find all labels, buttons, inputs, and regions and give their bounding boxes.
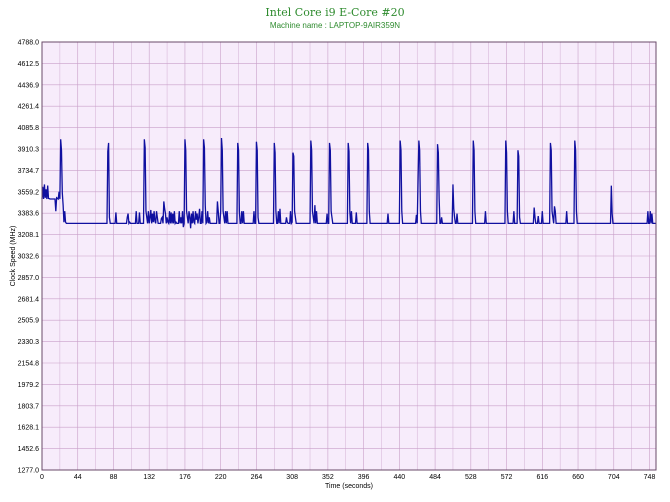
x-tick-label: 704	[608, 474, 620, 481]
x-axis-ticks: 0 44 88 132 176 220 264 308 352 396 440 484 528 572 61…	[40, 474, 655, 481]
x-tick-label: 484	[429, 474, 441, 481]
y-axis-ticks: 1277.0 1452.6 1628.1 1803.7 1979.2 2154.8 2330…	[18, 40, 40, 475]
x-tick-label: 88	[110, 474, 118, 481]
y-tick-label: 1452.6	[18, 446, 40, 453]
x-tick-label: 220	[215, 474, 227, 481]
y-tick-label: 2505.9	[18, 318, 40, 325]
x-tick-label: 308	[286, 474, 298, 481]
y-tick-label: 2681.4	[18, 296, 40, 303]
x-tick-label: 748	[644, 474, 656, 481]
x-tick-label: 616	[536, 474, 548, 481]
y-tick-label: 3032.6	[18, 253, 40, 260]
x-tick-label: 264	[251, 474, 263, 481]
y-tick-label: 4612.5	[18, 61, 40, 68]
y-tick-label: 2330.3	[18, 339, 40, 346]
y-tick-label: 4788.0	[18, 40, 40, 47]
y-tick-label: 1277.0	[18, 468, 40, 475]
y-axis-label: Clock Speed (MHz)	[10, 226, 17, 287]
x-tick-label: 396	[358, 474, 370, 481]
x-axis-label: Time (seconds)	[325, 483, 373, 490]
x-tick-label: 528	[465, 474, 477, 481]
y-tick-label: 3910.3	[18, 146, 40, 153]
plot-border	[41, 41, 657, 471]
series-line	[41, 138, 656, 229]
y-tick-label: 1803.7	[18, 403, 40, 410]
y-tick-label: 1628.1	[18, 425, 40, 432]
y-tick-label: 1979.2	[18, 382, 40, 389]
x-tick-label: 440	[394, 474, 406, 481]
x-tick-label: 352	[322, 474, 334, 481]
x-tick-label: 132	[143, 474, 155, 481]
y-tick-label: 4085.8	[18, 125, 40, 132]
chart-subtitle: Machine name : LAPTOP-9AIR359N	[270, 21, 400, 30]
y-tick-label: 3559.2	[18, 189, 40, 196]
x-tick-label: 572	[501, 474, 513, 481]
chart-title: Intel Core i9 E-Core #20	[265, 6, 404, 19]
x-tick-label: 0	[40, 474, 44, 481]
y-tick-label: 3383.6	[18, 211, 40, 218]
grid-lines	[41, 41, 656, 471]
y-tick-label: 3734.7	[18, 168, 40, 175]
x-tick-label: 44	[74, 474, 82, 481]
y-tick-label: 4261.4	[18, 104, 40, 111]
y-tick-label: 2857.0	[18, 275, 40, 282]
y-tick-label: 3208.1	[18, 232, 40, 239]
y-tick-label: 4436.9	[18, 82, 40, 89]
y-tick-label: 2154.8	[18, 360, 40, 367]
x-tick-label: 176	[179, 474, 191, 481]
x-tick-label: 660	[572, 474, 584, 481]
